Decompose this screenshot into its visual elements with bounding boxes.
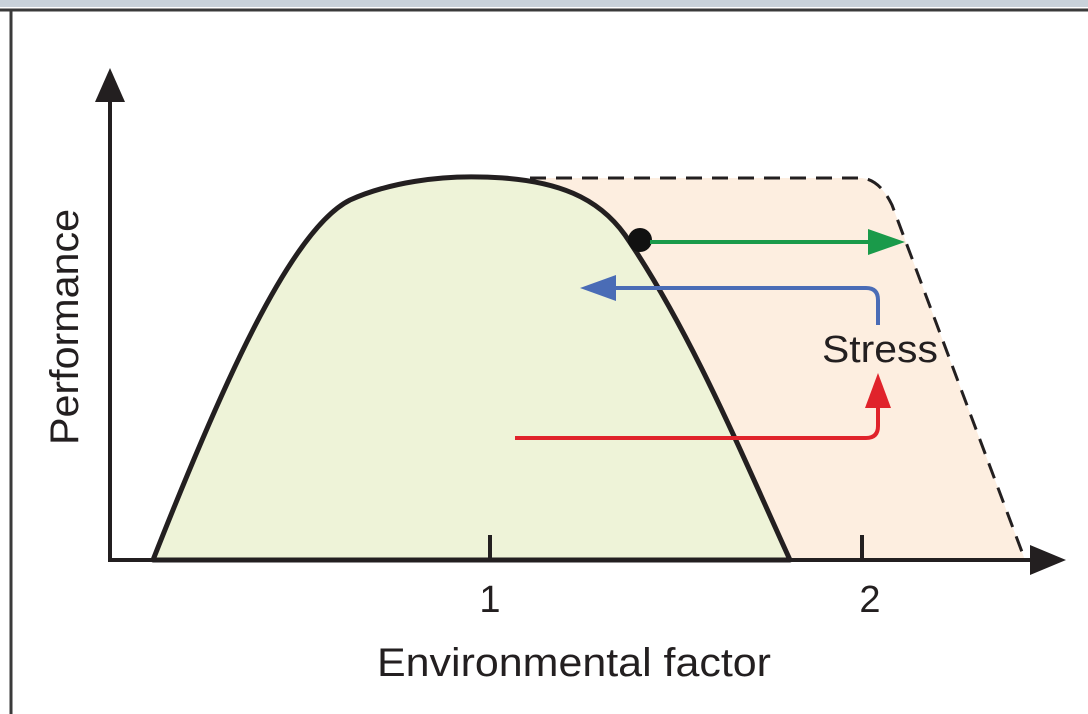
green-arrowhead [868,229,905,255]
stress-tolerance-area [530,178,1025,560]
x-axis-label: Environmental factor [377,641,771,685]
stress-label: Stress [822,329,938,371]
y-axis-label: Performance [43,209,87,445]
red-arrowhead [865,373,891,408]
x-axis-arrow [1030,545,1066,575]
current-point [628,228,652,252]
x-tick-label: 2 [859,579,880,621]
blue-arrow [612,286,880,325]
y-axis-arrow [95,68,125,102]
window-strip [0,0,1088,7]
blue-arrowhead [580,275,616,301]
red-arrow [515,405,880,440]
stress-tolerance-edge [530,176,1027,561]
performance-curve [150,174,793,563]
x-tick-label: 1 [479,579,500,621]
